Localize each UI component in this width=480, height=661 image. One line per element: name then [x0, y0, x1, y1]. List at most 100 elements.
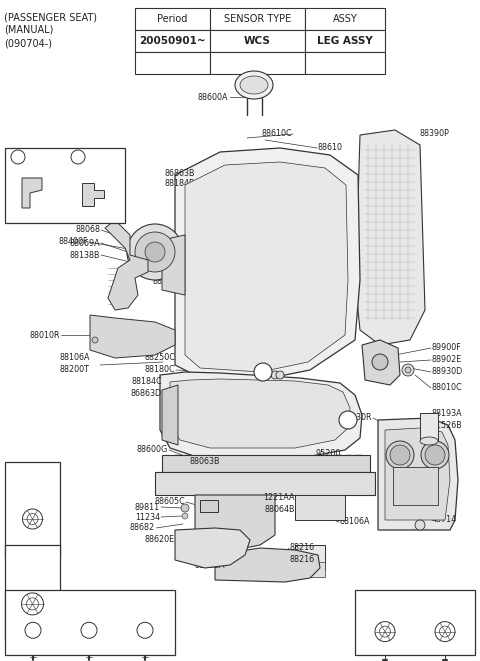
Polygon shape [155, 472, 375, 495]
Text: WCS: WCS [244, 36, 271, 46]
Text: 88216: 88216 [290, 543, 315, 553]
Text: 86863B: 86863B [165, 169, 195, 178]
Bar [335, 455, 342, 465]
Circle shape [11, 150, 25, 164]
Circle shape [27, 514, 38, 524]
Polygon shape [215, 548, 320, 582]
Text: 1140FD: 1140FD [16, 479, 48, 487]
Text: 88185A: 88185A [28, 153, 59, 161]
Text: SENSOR TYPE: SENSOR TYPE [224, 14, 291, 24]
Text: 89900F: 89900F [432, 344, 462, 352]
Bar [323, 458, 326, 464]
Text: 89811: 89811 [135, 502, 160, 512]
Circle shape [372, 354, 388, 370]
Bar [5, 462, 60, 557]
Bar [168, 487, 180, 495]
Bar [362, 487, 374, 495]
Bar [235, 455, 242, 465]
Bar [305, 52, 385, 74]
Circle shape [135, 232, 175, 272]
Circle shape [421, 441, 449, 469]
Polygon shape [82, 183, 104, 206]
Text: 95200: 95200 [315, 449, 340, 457]
Polygon shape [355, 130, 425, 345]
Text: 88400F: 88400F [59, 237, 88, 247]
Text: 88902E: 88902E [432, 356, 462, 364]
Text: 88930D: 88930D [432, 368, 463, 377]
Bar [204, 503, 206, 508]
Bar [355, 455, 362, 465]
Bar [318, 498, 322, 506]
Bar [318, 458, 321, 464]
Text: 88030R: 88030R [341, 414, 372, 422]
Bar [5, 148, 125, 223]
Text: 88184B: 88184B [165, 178, 195, 188]
Polygon shape [378, 418, 458, 530]
Circle shape [271, 371, 279, 379]
Text: LEG ASSY: LEG ASSY [317, 36, 373, 46]
Polygon shape [175, 148, 360, 380]
Circle shape [440, 626, 451, 637]
Text: 88605C: 88605C [154, 498, 185, 506]
Bar [265, 455, 272, 465]
Circle shape [22, 593, 44, 615]
Bar [305, 30, 385, 52]
Circle shape [386, 441, 414, 469]
Bar [343, 458, 346, 464]
Circle shape [339, 411, 357, 429]
Bar [338, 458, 341, 464]
Bar [393, 467, 438, 505]
Circle shape [415, 520, 425, 530]
Text: 88600G: 88600G [137, 446, 168, 455]
Bar [300, 498, 304, 506]
Circle shape [402, 364, 414, 376]
Text: 88620E: 88620E [145, 535, 175, 545]
Circle shape [254, 363, 272, 381]
Polygon shape [170, 379, 350, 448]
Text: 86863D: 86863D [131, 389, 162, 399]
Circle shape [26, 598, 38, 610]
Text: (PASSENGER SEAT): (PASSENGER SEAT) [4, 12, 97, 22]
Circle shape [405, 367, 411, 373]
Text: 1221AA: 1221AA [264, 494, 295, 502]
Bar [215, 455, 222, 465]
Bar [210, 52, 305, 74]
Bar [324, 498, 328, 506]
Bar [315, 455, 322, 465]
Text: 88069A: 88069A [70, 239, 100, 247]
Bar [220, 487, 232, 495]
Polygon shape [200, 500, 218, 512]
Circle shape [380, 626, 391, 637]
Text: 88184C: 88184C [132, 377, 162, 387]
Bar [295, 545, 325, 570]
Ellipse shape [420, 437, 438, 445]
Circle shape [375, 621, 395, 642]
Text: 88138B: 88138B [70, 251, 100, 260]
Polygon shape [22, 178, 42, 208]
Text: 88010C: 88010C [432, 383, 463, 393]
Circle shape [425, 445, 445, 465]
Bar [255, 455, 262, 465]
Bar [135, 30, 210, 52]
Bar [205, 455, 212, 465]
Text: 1129GE: 1129GE [18, 600, 48, 609]
Polygon shape [385, 428, 450, 520]
Ellipse shape [235, 71, 273, 99]
Text: 88064B: 88064B [264, 506, 295, 514]
Bar [225, 455, 232, 465]
Text: 88106A: 88106A [60, 354, 91, 362]
Circle shape [25, 622, 41, 639]
Bar [420, 413, 438, 441]
Bar [325, 455, 332, 465]
Text: 88610: 88610 [318, 143, 343, 153]
Text: (090704-): (090704-) [4, 38, 52, 48]
Bar [348, 458, 351, 464]
Bar [210, 8, 305, 30]
Bar [295, 562, 325, 577]
Text: 88682: 88682 [130, 524, 155, 533]
Bar [333, 458, 336, 464]
Text: 88390P: 88390P [420, 128, 450, 137]
Text: 1339CD: 1339CD [430, 600, 460, 609]
Polygon shape [90, 315, 175, 358]
Text: 43714: 43714 [432, 516, 457, 524]
